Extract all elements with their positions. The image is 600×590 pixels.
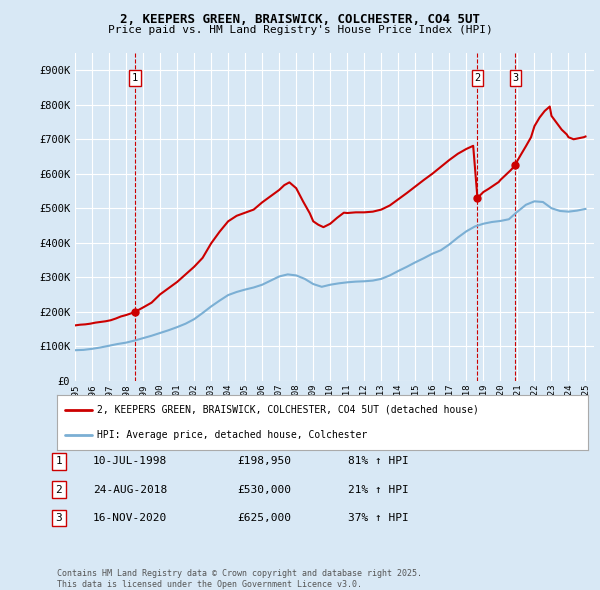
Text: 3: 3 <box>512 73 518 83</box>
Text: 3: 3 <box>55 513 62 523</box>
Text: HPI: Average price, detached house, Colchester: HPI: Average price, detached house, Colc… <box>97 430 367 440</box>
Text: £198,950: £198,950 <box>237 457 291 466</box>
Text: Price paid vs. HM Land Registry's House Price Index (HPI): Price paid vs. HM Land Registry's House … <box>107 25 493 35</box>
Text: 2: 2 <box>475 73 481 83</box>
Text: 2, KEEPERS GREEN, BRAISWICK, COLCHESTER, CO4 5UT: 2, KEEPERS GREEN, BRAISWICK, COLCHESTER,… <box>120 13 480 26</box>
Text: £530,000: £530,000 <box>237 485 291 494</box>
Text: 2: 2 <box>55 485 62 494</box>
Text: £625,000: £625,000 <box>237 513 291 523</box>
Text: 1: 1 <box>132 73 138 83</box>
Text: 24-AUG-2018: 24-AUG-2018 <box>93 485 167 494</box>
Text: 37% ↑ HPI: 37% ↑ HPI <box>348 513 409 523</box>
Text: 2, KEEPERS GREEN, BRAISWICK, COLCHESTER, CO4 5UT (detached house): 2, KEEPERS GREEN, BRAISWICK, COLCHESTER,… <box>97 405 479 415</box>
Text: 16-NOV-2020: 16-NOV-2020 <box>93 513 167 523</box>
Text: Contains HM Land Registry data © Crown copyright and database right 2025.
This d: Contains HM Land Registry data © Crown c… <box>57 569 422 589</box>
Text: 81% ↑ HPI: 81% ↑ HPI <box>348 457 409 466</box>
Text: 21% ↑ HPI: 21% ↑ HPI <box>348 485 409 494</box>
Text: 1: 1 <box>55 457 62 466</box>
Text: 10-JUL-1998: 10-JUL-1998 <box>93 457 167 466</box>
